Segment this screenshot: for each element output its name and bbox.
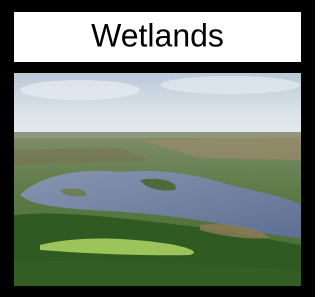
page: Wetlands (() => { const data = JSON.pars… [0, 0, 315, 297]
photo [14, 73, 301, 286]
title: Wetlands [91, 17, 224, 53]
card: Wetlands [0, 0, 315, 297]
